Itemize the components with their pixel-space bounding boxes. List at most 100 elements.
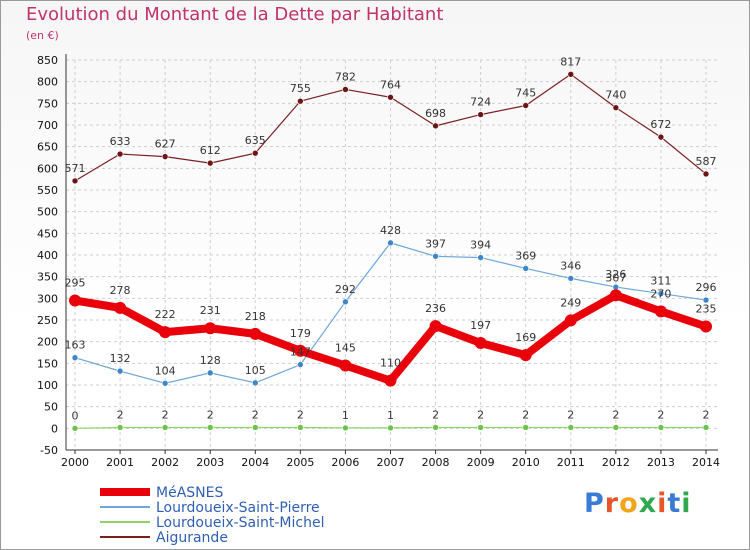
series-point	[116, 367, 124, 375]
series-point	[564, 314, 577, 327]
series-point	[204, 322, 217, 335]
series-point	[249, 327, 262, 340]
data-label: 635	[245, 134, 266, 147]
data-label: 132	[110, 352, 131, 365]
data-label: 179	[290, 327, 311, 340]
series-point	[342, 424, 349, 432]
series-point	[612, 283, 620, 291]
series-point	[251, 424, 259, 431]
data-label: 231	[200, 304, 221, 317]
data-label: 326	[605, 268, 626, 281]
data-label: 270	[650, 287, 671, 300]
series-point	[159, 326, 172, 339]
series-point	[342, 298, 349, 306]
y-tick-label: 850	[37, 54, 58, 67]
data-label: 1	[387, 409, 394, 422]
series-point	[609, 289, 622, 302]
series-point	[567, 424, 575, 431]
series-point	[429, 320, 442, 333]
series-point	[702, 424, 710, 431]
series-point	[387, 239, 394, 247]
data-label: 394	[470, 239, 491, 252]
data-label: 147	[290, 346, 311, 359]
data-label: 105	[245, 364, 266, 377]
series-point	[206, 369, 214, 377]
y-tick-label: 500	[37, 206, 58, 219]
data-label: 169	[515, 331, 536, 344]
legend-label: Lourdoueix-Saint-Pierre	[156, 500, 320, 516]
axes: -50 0 50 100 150 200 250 300 350 400 450 500 550 600 6…	[37, 54, 720, 469]
series-point	[432, 252, 439, 260]
series-point	[432, 122, 439, 130]
series-point	[161, 379, 169, 387]
x-tick-label: 2003	[196, 456, 224, 469]
series-point	[206, 424, 214, 431]
series-point	[654, 305, 667, 318]
data-label: 672	[650, 118, 671, 131]
legend-label: Lourdoueix-Saint-Michel	[156, 515, 324, 531]
data-label: 2	[703, 408, 710, 421]
y-tick-label: 200	[37, 336, 58, 349]
x-tick-label: 2002	[151, 456, 179, 469]
data-label: 2	[477, 408, 484, 421]
y-tick-label: 250	[37, 314, 58, 327]
series-point	[342, 86, 349, 93]
data-label: 110	[380, 357, 401, 370]
series-point	[297, 361, 304, 368]
x-tick-label: 2000	[61, 456, 89, 469]
y-tick-label: 450	[37, 227, 58, 240]
data-label: 724	[470, 96, 491, 109]
y-tick-label: 550	[37, 184, 58, 197]
series-point	[700, 320, 712, 333]
data-label: 698	[425, 107, 446, 120]
series-point	[474, 336, 487, 349]
data-label: 2	[432, 408, 439, 421]
series-point	[71, 177, 79, 185]
series-point	[297, 424, 304, 431]
series-point	[657, 290, 665, 297]
series-point	[116, 424, 124, 431]
x-tick-label: 2004	[241, 456, 269, 469]
series-point	[522, 265, 530, 272]
series-point	[522, 424, 530, 431]
chart-subtitle: (en €)	[26, 29, 59, 42]
series-point	[702, 170, 710, 178]
data-label: 627	[155, 138, 176, 151]
legend-label: MéASNES	[156, 485, 223, 501]
data-label: 163	[65, 339, 86, 352]
series-point	[206, 159, 214, 167]
series-point	[387, 93, 394, 101]
y-tick-label: 750	[37, 97, 58, 110]
x-tick-label: 2001	[106, 456, 134, 469]
data-label: 307	[605, 271, 626, 284]
series-point	[114, 301, 127, 314]
y-tick-label: 600	[37, 162, 58, 175]
data-label: 218	[245, 310, 266, 323]
data-label: 1	[342, 409, 349, 422]
data-label: 346	[560, 259, 581, 272]
x-tick-label: 2014	[692, 456, 720, 469]
x-tick-label: 2013	[647, 456, 675, 469]
data-label: 612	[200, 144, 221, 157]
x-tick-label: 2008	[422, 456, 450, 469]
y-tick-label: -50	[40, 444, 58, 457]
y-tick-label: 350	[37, 271, 58, 284]
series-point	[387, 424, 394, 432]
series-point	[384, 374, 397, 387]
data-label: 2	[207, 408, 214, 421]
data-label: 369	[515, 249, 536, 262]
series-point	[657, 133, 665, 141]
data-label: 2	[297, 408, 304, 421]
data-label: 236	[425, 302, 446, 315]
series-point	[477, 254, 484, 261]
data-label: 587	[696, 155, 717, 168]
data-label: 745	[515, 87, 536, 100]
grid-lines	[66, 59, 718, 451]
data-label: 0	[72, 409, 79, 422]
series-point	[477, 424, 484, 431]
y-tick-label: 300	[37, 292, 58, 305]
x-tick-label: 2006	[331, 456, 359, 469]
series-point	[116, 150, 124, 158]
series-point	[294, 344, 307, 357]
